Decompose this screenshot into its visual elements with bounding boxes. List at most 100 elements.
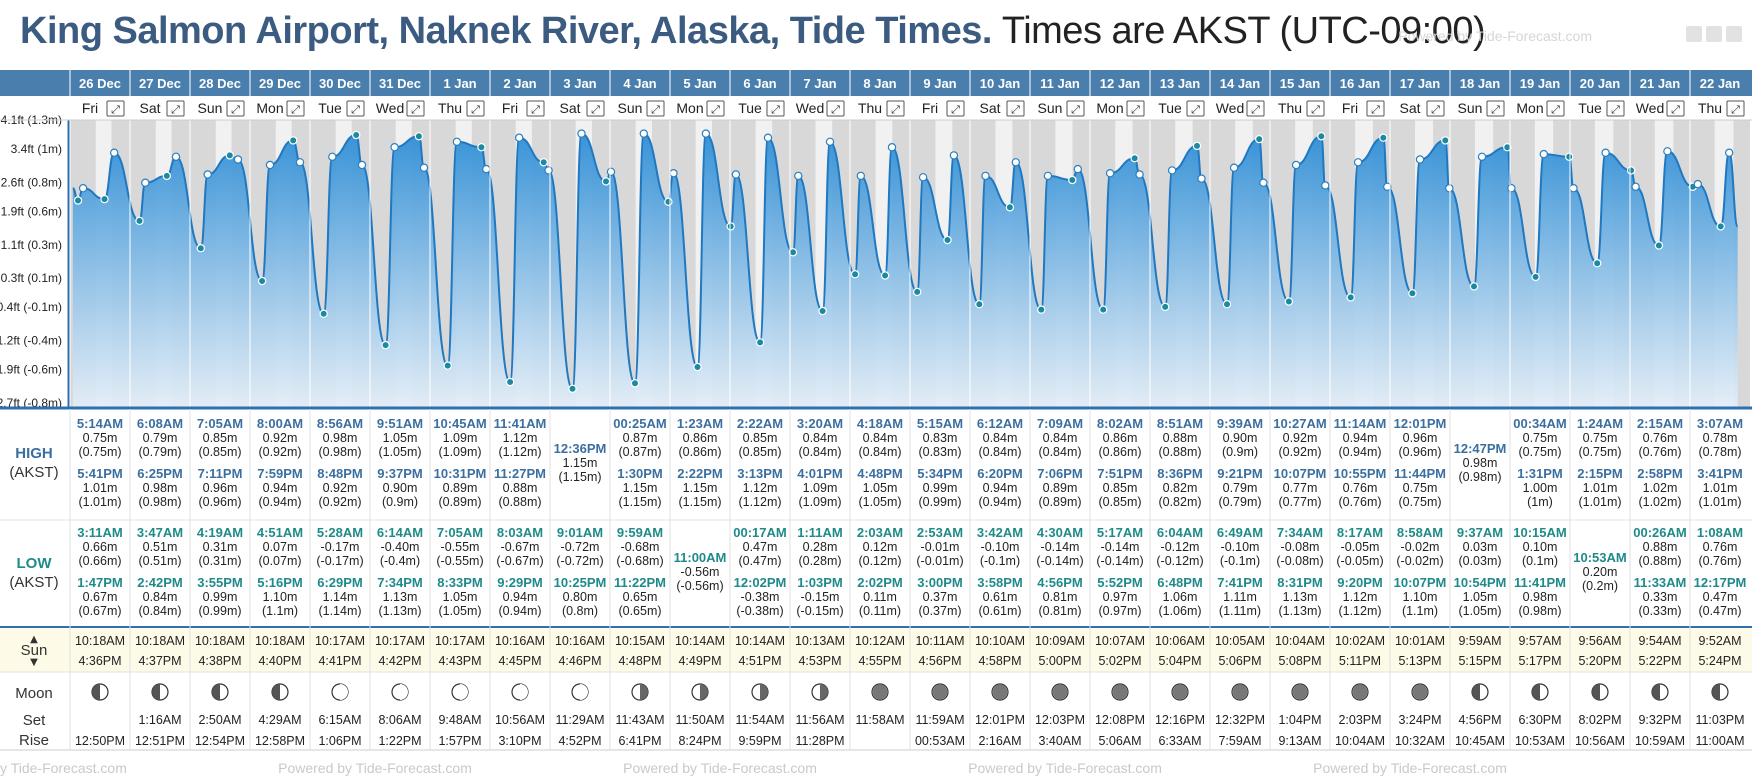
expand-icon[interactable]: ⤢ — [1311, 103, 1320, 116]
high-tide-point — [357, 160, 367, 170]
low-tide-2-height-alt: (1.13m) — [1278, 604, 1321, 618]
expand-day-button[interactable] — [706, 100, 725, 117]
sunrise-time: 10:18AM — [255, 634, 305, 648]
expand-day-button[interactable] — [166, 100, 185, 117]
low-tide-1-height-alt: (-0.14m) — [1096, 554, 1143, 568]
expand-icon[interactable]: ⤢ — [1251, 103, 1260, 116]
expand-icon[interactable]: ⤢ — [231, 103, 240, 116]
high-tide-2-height: 0.98m — [143, 481, 178, 495]
expand-icon[interactable]: ⤢ — [1491, 103, 1500, 116]
expand-icon[interactable]: ⤢ — [411, 103, 420, 116]
expand-icon[interactable]: ⤢ — [291, 103, 300, 116]
high-tide-1-height: 0.75m — [1523, 431, 1558, 445]
low-tide-heading: LOW — [17, 555, 53, 572]
expand-day-button[interactable] — [1606, 100, 1625, 117]
high-tide-2-height: 0.85m — [1103, 481, 1138, 495]
expand-day-button[interactable] — [1246, 100, 1265, 117]
low-tide-2-time: 8:33PM — [437, 575, 483, 590]
expand-icon[interactable]: ⤢ — [531, 103, 540, 116]
high-tide-2-time: 4:01PM — [797, 466, 843, 481]
expand-icon[interactable]: ⤢ — [1071, 103, 1080, 116]
high-tide-point — [1415, 155, 1425, 164]
expand-icon[interactable]: ⤢ — [1131, 103, 1140, 116]
high-tide-2-time: 10:07PM — [1274, 466, 1327, 481]
expand-day-button[interactable] — [1306, 100, 1325, 117]
expand-icon[interactable]: ⤢ — [1671, 103, 1680, 116]
low-tide-1-height: 0.51m — [143, 540, 178, 554]
expand-icon[interactable]: ⤢ — [591, 103, 600, 116]
expand-icon[interactable]: ⤢ — [951, 103, 960, 116]
expand-icon[interactable]: ⤢ — [171, 103, 180, 116]
low-tide-2-height-alt: (1.13m) — [378, 604, 421, 618]
expand-icon[interactable]: ⤢ — [1011, 103, 1020, 116]
expand-day-button[interactable] — [1186, 100, 1205, 117]
low-tide-2-height: 0.65m — [623, 590, 658, 604]
expand-icon[interactable]: ⤢ — [1431, 103, 1440, 116]
expand-day-button[interactable] — [646, 100, 665, 117]
expand-icon[interactable]: ⤢ — [771, 103, 780, 116]
high-tide-point — [1477, 152, 1487, 161]
low-tide-1-height: 0.31m — [203, 540, 238, 554]
expand-day-button[interactable] — [1006, 100, 1025, 117]
expand-icon[interactable]: ⤢ — [351, 103, 360, 116]
high-tide-point — [918, 173, 928, 182]
expand-icon[interactable]: ⤢ — [1731, 103, 1740, 116]
expand-day-button[interactable] — [226, 100, 245, 117]
expand-day-button[interactable] — [1726, 100, 1745, 117]
print-icon[interactable] — [1726, 26, 1742, 42]
low-tide-1-time: 8:17AM — [1337, 525, 1383, 540]
expand-day-button[interactable] — [106, 100, 125, 117]
low-tide-point — [196, 243, 205, 253]
expand-day-button[interactable] — [466, 100, 485, 117]
moonrise-time: 3:40AM — [1038, 734, 1081, 748]
expand-day-button[interactable] — [1126, 100, 1145, 117]
date-label: 28 Dec — [199, 76, 241, 91]
expand-day-button[interactable] — [586, 100, 605, 117]
expand-day-button[interactable] — [406, 100, 425, 117]
high-tide-point — [419, 163, 429, 172]
expand-day-button[interactable] — [286, 100, 305, 117]
low-tide-2-time: 1:03PM — [797, 575, 843, 590]
high-tide-2-time: 2:15PM — [1577, 466, 1623, 481]
high-tide-1-height-alt: (0.84m) — [1038, 445, 1081, 459]
expand-icon[interactable]: ⤢ — [891, 103, 900, 116]
expand-icon[interactable]: ⤢ — [651, 103, 660, 116]
low-tide-1-height-alt: (0.66m) — [78, 554, 121, 568]
high-tide-point — [1663, 147, 1672, 156]
expand-icon[interactable]: ⤢ — [1611, 103, 1620, 116]
date-label: 1 Jan — [443, 76, 476, 91]
expand-day-button[interactable] — [526, 100, 545, 117]
expand-icon[interactable]: ⤢ — [1371, 103, 1380, 116]
sunset-time: 4:43PM — [438, 654, 481, 668]
expand-icon[interactable]: ⤢ — [111, 103, 120, 116]
date-label: 21 Jan — [1640, 76, 1681, 91]
weekday-label: Tue — [1158, 100, 1182, 116]
expand-day-button[interactable] — [346, 100, 365, 117]
sun-row-bg — [0, 627, 1752, 672]
low-tide-1-height-alt: (0.88m) — [1638, 554, 1681, 568]
expand-day-button[interactable] — [826, 100, 845, 117]
expand-day-button[interactable] — [1666, 100, 1685, 117]
low-tide-2-height: 0.47m — [1703, 590, 1738, 604]
expand-day-button[interactable] — [1066, 100, 1085, 117]
high-tide-1-height-alt: (0.96m) — [1398, 445, 1441, 459]
expand-day-button[interactable] — [1546, 100, 1565, 117]
expand-day-button[interactable] — [1486, 100, 1505, 117]
high-tide-2-height-alt: (0.76m) — [1338, 495, 1381, 509]
expand-day-button[interactable] — [1426, 100, 1445, 117]
embed-icon[interactable] — [1706, 26, 1722, 42]
expand-icon[interactable]: ⤢ — [1551, 103, 1560, 116]
moonrise-time: 6:33AM — [1158, 734, 1201, 748]
expand-day-button[interactable] — [886, 100, 905, 117]
expand-icon[interactable]: ⤢ — [711, 103, 720, 116]
high-tide-point — [1569, 183, 1578, 193]
share-icon[interactable] — [1686, 26, 1702, 42]
expand-day-button[interactable] — [1366, 100, 1385, 117]
expand-day-button[interactable] — [946, 100, 965, 117]
expand-icon[interactable]: ⤢ — [831, 103, 840, 116]
expand-icon[interactable]: ⤢ — [471, 103, 480, 116]
date-label: 26 Dec — [79, 76, 121, 91]
low-tide-2-time: 4:56PM — [1037, 575, 1083, 590]
expand-icon[interactable]: ⤢ — [1191, 103, 1200, 116]
expand-day-button[interactable] — [766, 100, 785, 117]
